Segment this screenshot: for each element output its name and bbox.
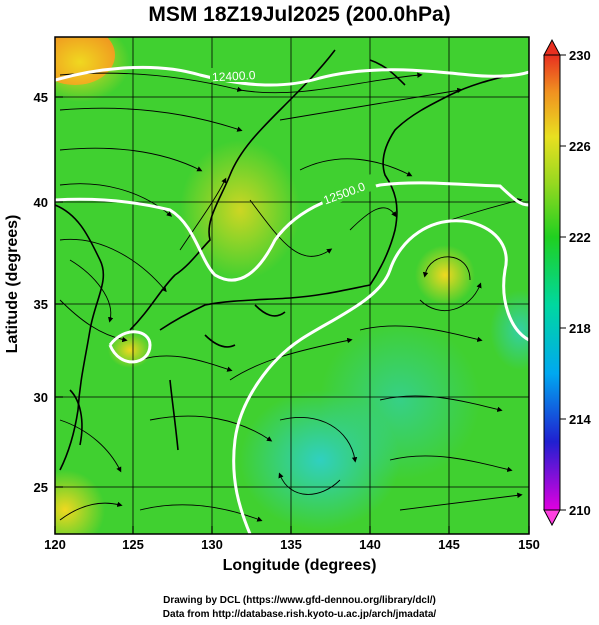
y-tick-25: 25 (34, 480, 48, 495)
x-tick-labels: 120 125 130 135 140 145 150 (44, 537, 540, 552)
colorbar-label-214: 214 (569, 412, 591, 427)
colorbar-min-arrow (543, 509, 561, 527)
colorbar-label-226: 226 (569, 139, 591, 154)
y-tick-45: 45 (34, 90, 48, 105)
colorbar-label-222: 222 (569, 230, 591, 245)
contour-label-12400: 12400.0 (212, 68, 256, 84)
colorbar-label-230: 230 (569, 48, 591, 63)
x-tick-120: 120 (44, 537, 66, 552)
colorbar-max-arrow (543, 38, 561, 56)
x-tick-135: 135 (280, 537, 302, 552)
y-tick-35: 35 (34, 297, 48, 312)
x-tick-150: 150 (518, 537, 540, 552)
y-tick-40: 40 (34, 195, 48, 210)
y-tick-labels: 25 30 35 40 45 (34, 90, 48, 495)
map-title: MSM 18Z19Jul2025 (200.0hPa) (148, 3, 451, 26)
colorbar-label-218: 218 (569, 321, 591, 336)
streamlines (59, 72, 523, 522)
temperature-field (55, 37, 529, 534)
credit-data: Data from http://database.rish.kyoto-u.a… (162, 609, 437, 620)
x-tick-125: 125 (122, 537, 144, 552)
credit-drawing: Drawing by DCL (https://www.gfd-dennou.o… (163, 595, 436, 606)
x-tick-130: 130 (201, 537, 223, 552)
colorbar-label-210: 210 (569, 503, 591, 518)
y-tick-30: 30 (34, 390, 48, 405)
x-tick-marks (54, 526, 530, 534)
x-tick-145: 145 (438, 537, 460, 552)
plot-frame (54, 36, 530, 535)
colorbar: 230 226 222 218 214 210 (543, 38, 591, 527)
y-tick-marks (55, 96, 63, 488)
contours (55, 65, 529, 534)
x-tick-140: 140 (359, 537, 381, 552)
y-axis-label: Latitude (degrees) (4, 214, 21, 354)
x-axis-label: Longitude (degrees) (222, 557, 377, 574)
